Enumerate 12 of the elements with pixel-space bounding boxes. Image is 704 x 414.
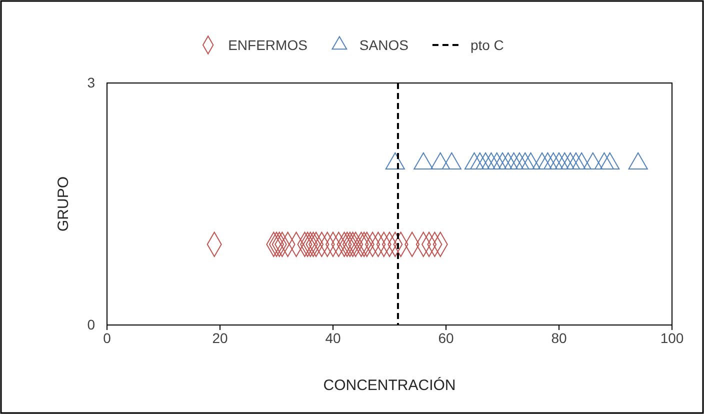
x-tick-label: 100 [660, 330, 684, 346]
legend-label: SANOS [359, 37, 408, 53]
y-tick-label: 3 [87, 74, 96, 90]
x-tick-label: 20 [212, 330, 228, 346]
y-axis-title: GRUPO [55, 176, 72, 232]
x-tick-label: 0 [103, 330, 112, 346]
x-tick-label: 60 [438, 330, 454, 346]
legend-label: ENFERMOS [228, 37, 308, 53]
legend-label: pto C [470, 37, 504, 53]
x-tick-label: 40 [325, 330, 341, 346]
x-axis-title: CONCENTRACIÓN [323, 376, 456, 394]
x-tick-label: 80 [551, 330, 567, 346]
